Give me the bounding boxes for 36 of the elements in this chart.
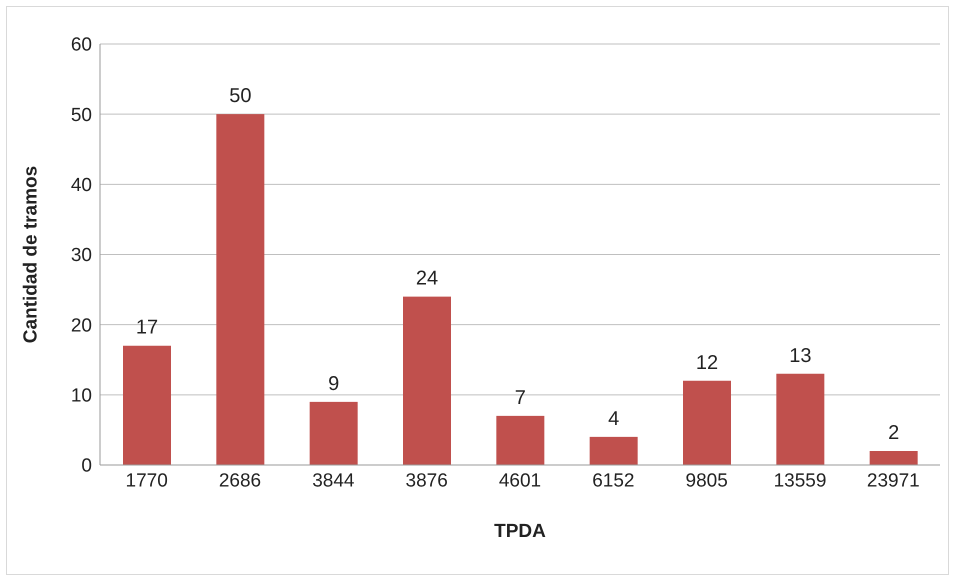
data-label: 12 — [696, 352, 718, 374]
data-label: 24 — [416, 268, 438, 290]
x-tick-label: 3844 — [312, 470, 355, 492]
bar — [590, 436, 638, 465]
data-label: 17 — [136, 316, 158, 339]
x-axis-title: TPDA — [494, 521, 546, 542]
bar — [683, 380, 731, 465]
bar — [870, 450, 918, 465]
bar — [776, 374, 824, 465]
bar — [123, 346, 171, 465]
x-tick-label: 3876 — [406, 470, 448, 492]
bar — [216, 114, 264, 465]
y-tick-label: 20 — [70, 315, 92, 336]
data-label: 2 — [888, 422, 900, 444]
data-label: 4 — [608, 408, 620, 430]
y-tick-label: 0 — [81, 456, 92, 477]
data-label: 7 — [514, 386, 526, 409]
x-tick-label: 9805 — [686, 470, 728, 492]
y-tick-label: 50 — [70, 104, 92, 126]
x-tick-label: 6152 — [592, 470, 634, 492]
y-tick-label: 10 — [70, 386, 92, 407]
x-tick-label: 4601 — [498, 470, 542, 492]
x-tick-label: 2686 — [218, 470, 262, 492]
data-label: 50 — [229, 85, 252, 108]
bar — [310, 402, 358, 465]
data-label: 13 — [789, 344, 812, 367]
y-axis-title: Cantidad de tramos — [20, 166, 42, 344]
bar — [403, 296, 451, 465]
x-tick-label: 13559 — [774, 470, 826, 492]
data-label: 9 — [328, 372, 340, 395]
y-tick-label: 40 — [70, 175, 92, 196]
y-tick-label: 60 — [70, 34, 92, 56]
x-tick-label: 23971 — [866, 470, 920, 492]
x-tick-label: 1770 — [126, 470, 168, 492]
bar — [496, 416, 544, 465]
y-tick-label: 30 — [70, 245, 92, 266]
